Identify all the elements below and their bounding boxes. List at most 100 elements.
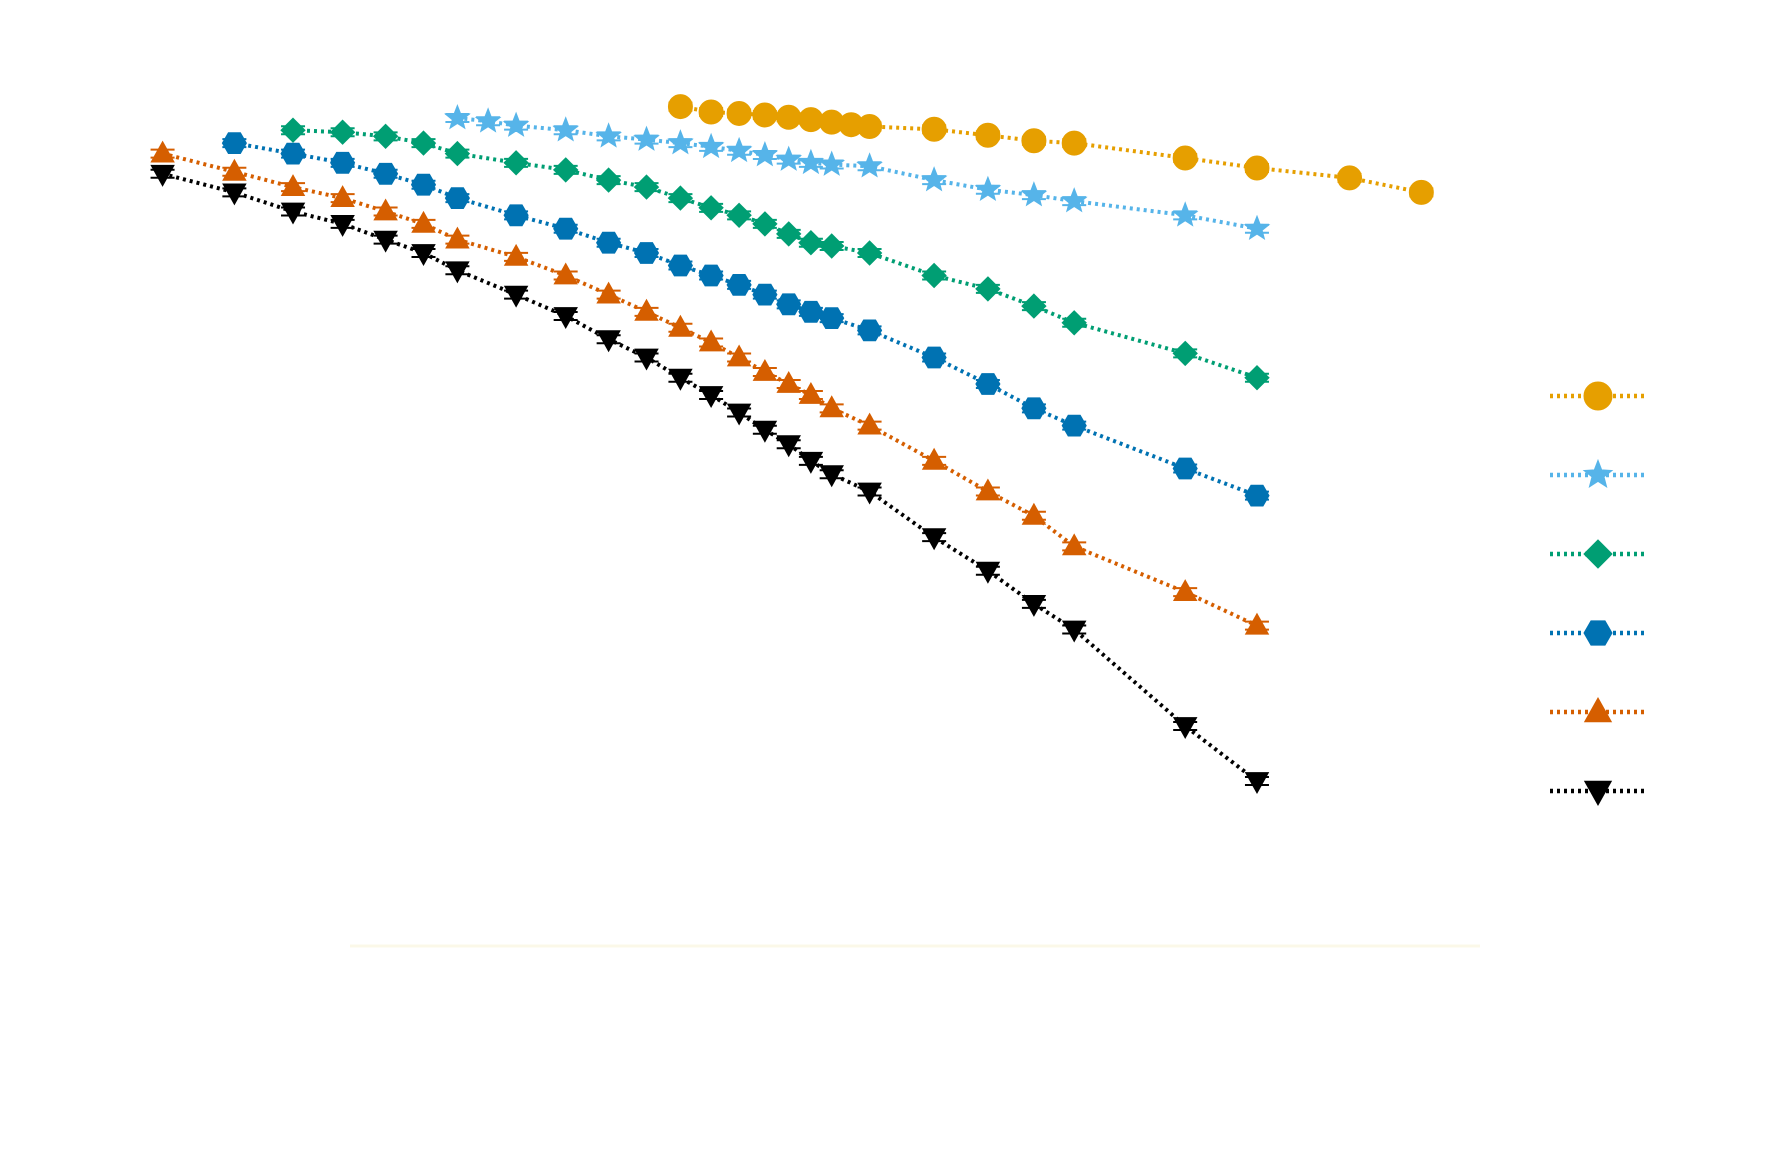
legend-entry-6 xyxy=(1550,780,1648,807)
series-6-point xyxy=(330,215,355,237)
series-4-point xyxy=(857,319,883,342)
series-6-point xyxy=(819,465,844,488)
series-5-point xyxy=(222,158,247,181)
legend-marker xyxy=(1583,539,1613,569)
series-6-point xyxy=(280,202,306,225)
series-3-point xyxy=(1061,310,1087,336)
series-4-point xyxy=(819,307,845,329)
series-2-point xyxy=(725,136,753,163)
series-5-point xyxy=(411,210,436,233)
series-3-point xyxy=(975,276,1001,302)
series-2-point xyxy=(856,152,883,178)
series-4-point xyxy=(752,283,778,306)
series-3-point xyxy=(552,157,579,183)
series-4-point xyxy=(667,254,693,277)
series-2-point xyxy=(595,122,622,148)
series-4-point xyxy=(373,162,399,185)
series-4-point xyxy=(776,293,802,316)
series-6-point xyxy=(752,420,778,443)
series-6-point xyxy=(553,307,578,330)
series-5-point xyxy=(553,262,578,285)
series-4-point xyxy=(221,132,247,154)
series-1 xyxy=(667,94,1434,205)
series-2-point xyxy=(667,129,694,155)
series-2-point xyxy=(818,150,846,176)
series-3-point xyxy=(775,221,802,247)
series-2-point xyxy=(1171,201,1199,227)
series-6-point xyxy=(857,482,882,505)
legend-entry-3 xyxy=(1550,539,1648,569)
series-2-point xyxy=(775,145,803,171)
legend-entry-2 xyxy=(1550,458,1648,489)
series-1-point xyxy=(726,100,752,126)
series-2-point xyxy=(474,107,502,133)
series-4-point xyxy=(1061,414,1087,437)
series-6-point xyxy=(726,403,752,426)
series-2-point xyxy=(444,104,471,130)
series-6-point xyxy=(150,164,175,187)
series-1-point xyxy=(776,104,802,130)
series-4-line xyxy=(234,141,1258,498)
legend-marker xyxy=(1582,458,1614,489)
series-5-point xyxy=(1021,502,1047,525)
series-5-point xyxy=(668,314,693,337)
series-1-point xyxy=(1408,179,1434,205)
series-4-point xyxy=(444,187,470,209)
series-5-point xyxy=(921,447,947,470)
series-3-point xyxy=(726,202,752,229)
series-5-point xyxy=(330,185,355,207)
series-6-point xyxy=(798,451,824,474)
series-5-point xyxy=(150,140,175,163)
legend-entry-1 xyxy=(1550,381,1648,411)
series-4-point xyxy=(503,204,529,227)
legend-entry-4 xyxy=(1550,620,1648,646)
series-3-point xyxy=(410,130,437,156)
series-1-point xyxy=(975,122,1001,148)
series-4-point xyxy=(921,346,947,369)
series-1-point xyxy=(1244,155,1270,181)
series-2-point xyxy=(502,111,530,137)
series-4-point xyxy=(1021,397,1047,420)
series-6-point xyxy=(921,528,947,551)
series-5-point xyxy=(726,344,752,367)
legend-marker xyxy=(1583,780,1613,807)
series-5-point xyxy=(373,198,398,221)
series-3-point xyxy=(798,229,824,256)
legend-marker xyxy=(1583,620,1613,646)
series-5-point xyxy=(1172,579,1198,601)
series-3-point xyxy=(856,240,883,266)
series-6 xyxy=(150,164,1270,795)
series-3-point xyxy=(921,262,947,289)
series-6-point xyxy=(1244,772,1270,795)
series-4-point xyxy=(698,264,724,287)
series-4-point xyxy=(798,300,824,323)
series-6-point xyxy=(222,183,247,206)
series-5-point xyxy=(445,226,470,249)
series-2-point xyxy=(797,148,825,175)
series-4 xyxy=(221,132,1270,507)
series-6-point xyxy=(634,348,659,371)
series-5-point xyxy=(1061,533,1087,556)
series-5-point xyxy=(503,243,529,266)
series-5-point xyxy=(634,298,659,321)
series-5-point xyxy=(1244,612,1270,635)
series-2-point xyxy=(974,175,1002,202)
series-3-point xyxy=(698,195,724,221)
series-5 xyxy=(150,140,1270,635)
series-3-point xyxy=(595,167,622,193)
legend-marker xyxy=(1583,381,1613,411)
series-4-point xyxy=(1244,484,1270,507)
series-4-point xyxy=(633,242,660,264)
series-5-point xyxy=(752,358,778,381)
series-5-point xyxy=(280,174,306,196)
series-2-point xyxy=(552,116,580,142)
legend-entry-5 xyxy=(1550,696,1648,723)
series-4-point xyxy=(726,274,752,296)
series-6-point xyxy=(975,561,1001,584)
series-3-point xyxy=(372,123,399,150)
series-3-point xyxy=(818,233,845,259)
series-3-point xyxy=(633,174,660,200)
series-3-point xyxy=(752,211,778,237)
series-5-point xyxy=(857,412,882,435)
series-3-point xyxy=(503,150,529,176)
